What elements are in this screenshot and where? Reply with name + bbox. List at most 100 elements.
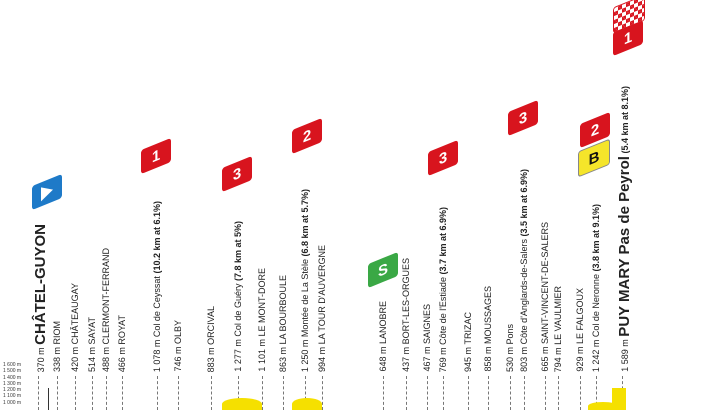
waypoint-label: 1 242 m Col de Neronne (3.8 km at 9.1%)	[591, 204, 601, 372]
waypoint-dash	[406, 376, 407, 410]
profile-hill	[222, 398, 262, 410]
waypoint-alt: 929 m	[575, 346, 585, 372]
waypoint-alt: 803 m	[519, 346, 529, 372]
waypoint-alt: 370 m	[36, 346, 46, 372]
waypoint-alt: 863 m	[278, 346, 288, 372]
waypoint-label: 1 078 m Col de Ceyssat (10.2 km at 6.1%)	[152, 201, 162, 372]
waypoint-detail: (7.8 km at 5%)	[233, 221, 243, 282]
waypoint-label: 1 589 m PUY MARY Pas de Peyrol (5.4 km a…	[616, 86, 633, 372]
start-marker-icon	[32, 173, 62, 211]
waypoint-detail: (5.4 km at 8.1%)	[620, 86, 630, 154]
waypoint-dash	[524, 376, 525, 410]
waypoint-name: Col de Neronne	[591, 273, 601, 337]
waypoint-name: SAIGNES	[422, 304, 432, 345]
profile-hill	[612, 388, 626, 410]
waypoint-label: 794 m LE VAULMIER	[553, 286, 563, 372]
waypoint-name: Pons	[505, 323, 515, 345]
waypoint-label: 994 m LA TOUR D'AUVERGNE	[317, 245, 327, 372]
waypoint-label: 945 m TRIZAC	[463, 312, 473, 372]
axis-tick-label: 1 300 m	[3, 380, 22, 387]
waypoint-alt: 1 078 m	[152, 339, 162, 372]
waypoint-dash	[322, 376, 323, 410]
waypoint-alt: 1 101 m	[257, 339, 267, 372]
waypoint-name: BORT-LES-ORGUES	[401, 258, 411, 345]
axis-tick-label: 1 400 m	[3, 374, 22, 381]
waypoint-dash	[211, 376, 212, 410]
waypoint-dash	[57, 376, 58, 410]
profile-hill	[588, 402, 618, 410]
sprint-marker-icon: S	[368, 251, 398, 289]
waypoint-alt: 945 m	[463, 346, 473, 372]
waypoint-dash	[558, 376, 559, 410]
waypoint-name: CHÂTEAUGAY	[70, 283, 80, 345]
climb-marker-icon: 3	[508, 99, 538, 137]
waypoint-name: RIOM	[52, 320, 62, 345]
waypoint-alt: 1 589 m	[620, 339, 630, 372]
waypoint-alt: 530 m	[505, 346, 515, 372]
waypoint-dash	[75, 376, 76, 410]
waypoint-dash	[305, 376, 306, 410]
waypoint-label: 1 250 m Montée de La Stèle (6.8 km at 5.…	[300, 189, 310, 372]
waypoint-detail: (3.8 km at 9.1%)	[591, 203, 601, 272]
waypoint-dash	[468, 376, 469, 410]
waypoint-name: Col de Ceyssat	[152, 275, 162, 337]
waypoint-label: 746 m OLBY	[173, 320, 183, 372]
waypoint-alt: 420 m	[70, 346, 80, 372]
waypoint-name: LE MONT-DORE	[257, 268, 267, 337]
axis-tick-label: 1 500 m	[3, 368, 22, 375]
waypoint-alt: 794 m	[553, 346, 563, 372]
waypoint-dash	[106, 376, 107, 410]
waypoint-name: ROYAT	[117, 314, 127, 345]
waypoint-label: 858 m MOUSSAGES	[483, 286, 493, 372]
waypoint-alt: 994 m	[317, 346, 327, 372]
waypoint-dash	[443, 376, 444, 410]
climb-marker-icon: 2	[292, 117, 322, 155]
waypoint-dash	[488, 376, 489, 410]
waypoint-label: 420 m CHÂTEAUGAY	[70, 283, 80, 372]
waypoint-name: OLBY	[173, 320, 183, 345]
waypoint-name: PUY MARY Pas de Peyrol	[616, 156, 633, 337]
waypoint-dash	[383, 376, 384, 410]
waypoint-label: 803 m Côte d'Anglards-de-Salers (3.5 km …	[519, 169, 529, 372]
waypoint-label: 514 m SAYAT	[87, 317, 97, 372]
waypoint-name: CHÂTEL-GUYON	[32, 223, 49, 345]
climb-marker-icon: 3	[222, 155, 252, 193]
waypoint-label: 769 m Côte de l'Estiade (3.7 km at 6.9%)	[438, 207, 448, 372]
play-arrow-icon	[41, 182, 53, 202]
waypoint-alt: 665 m	[540, 346, 550, 372]
waypoint-alt: 338 m	[52, 346, 62, 372]
waypoint-alt: 648 m	[378, 346, 388, 372]
waypoint-name: LANOBRE	[378, 301, 388, 345]
waypoint-label: 467 m SAIGNES	[422, 304, 432, 372]
waypoint-dash	[427, 376, 428, 410]
waypoint-name: LE FALGOUX	[575, 288, 585, 345]
waypoint-name: LA TOUR D'AUVERGNE	[317, 245, 327, 345]
waypoint-alt: 1 277 m	[233, 339, 243, 372]
waypoint-label: 665 m SAINT-VINCENT-DE-SALERS	[540, 222, 550, 372]
waypoint-detail: (6.8 km at 5.7%)	[300, 188, 310, 257]
waypoint-label: 863 m LA BOURBOULE	[278, 275, 288, 372]
waypoint-label: 437 m BORT-LES-ORGUES	[401, 258, 411, 372]
climb-marker-icon: 1	[141, 137, 171, 175]
waypoint-alt: 746 m	[173, 346, 183, 372]
waypoint-dash	[596, 376, 597, 410]
waypoint-name: MOUSSAGES	[483, 286, 493, 345]
waypoint-alt: 488 m	[101, 346, 111, 372]
profile-hill	[292, 398, 322, 410]
waypoint-alt: 1 242 m	[591, 339, 601, 372]
waypoint-dash	[238, 376, 239, 410]
waypoint-alt: 858 m	[483, 346, 493, 372]
waypoint-dash	[38, 376, 39, 410]
waypoint-alt: 514 m	[87, 346, 97, 372]
axis-tick-label: 1 000 m	[3, 399, 22, 406]
waypoint-label: 1 277 m Col de Guéry (7.8 km at 5%)	[233, 221, 243, 372]
waypoint-label: 338 m RIOM	[52, 321, 62, 372]
waypoint-dash	[157, 376, 158, 410]
waypoint-detail: (10.2 km at 6.1%)	[152, 200, 162, 274]
waypoint-dash	[178, 376, 179, 410]
waypoint-alt: 437 m	[401, 346, 411, 372]
climb-marker-icon: 3	[428, 139, 458, 177]
waypoint-dash	[545, 376, 546, 410]
waypoint-label: 466 m ROYAT	[117, 315, 127, 372]
